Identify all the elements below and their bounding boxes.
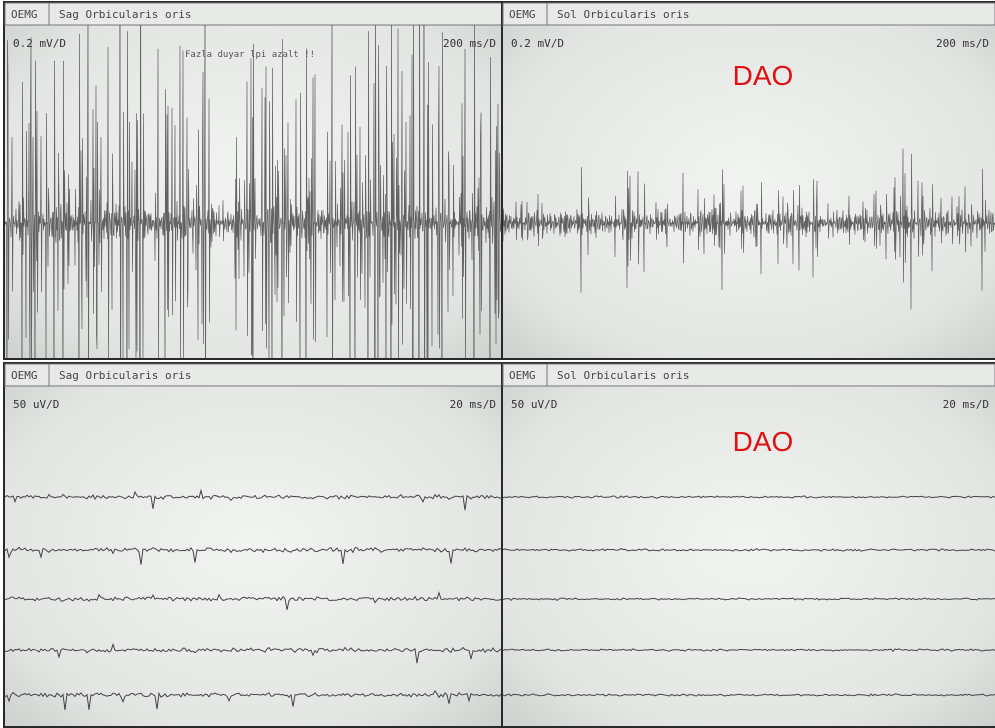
muscle: Sol Orbicularis oris [557,8,689,21]
dao-label: DAO [733,60,794,91]
muscle: Sag Orbicularis oris [59,369,191,382]
panel: OEMG Sag Orbicularis oris 50 uV/D 20 ms/D [3,362,504,728]
sweep: 200 ms/D [443,37,496,50]
panel: OEMG Sol Orbicularis oris 50 uV/D 20 ms/D DA… [501,362,995,728]
panel: OEMG Sol Orbicularis oris 0.2 mV/D 200 ms/D… [501,1,995,360]
sweep: 20 ms/D [450,398,496,411]
sweep: 20 ms/D [943,398,989,411]
mode: OEMG [509,369,536,382]
screen [503,3,995,358]
mode: OEMG [11,8,38,21]
gain: 0.2 mV/D [511,37,564,50]
gain: 50 uV/D [13,398,59,411]
gain: 50 uV/D [511,398,557,411]
emg-screens: OEMG Sag Orbicularis oris 0.2 mV/D 200 ms/D… [0,0,995,728]
gain: 0.2 mV/D [13,37,66,50]
note: Fazla duyar lpi azalt !! [185,50,315,60]
sweep: 200 ms/D [936,37,989,50]
muscle: Sag Orbicularis oris [59,8,191,21]
screen [503,364,995,726]
muscle: Sol Orbicularis oris [557,369,689,382]
mode: OEMG [509,8,536,21]
mode: OEMG [11,369,38,382]
dao-label: DAO [733,426,794,457]
screen [5,364,502,726]
